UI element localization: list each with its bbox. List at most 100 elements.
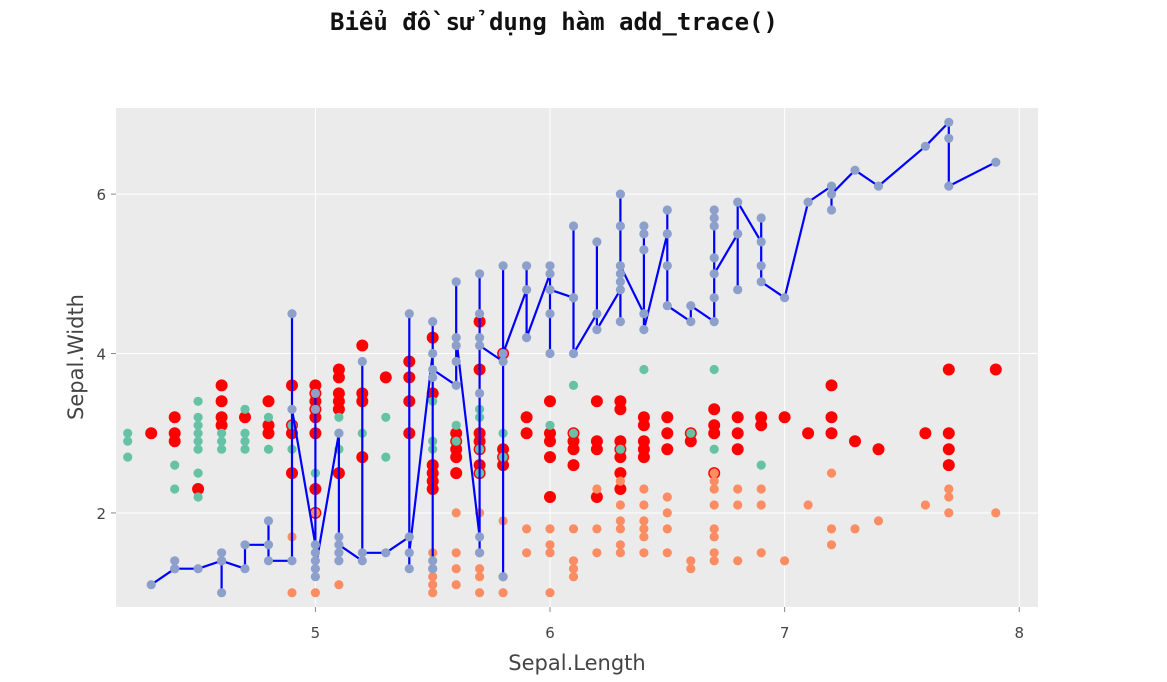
data-point: [614, 467, 627, 480]
data-point: [731, 427, 744, 440]
data-point: [545, 588, 555, 598]
data-point: [944, 181, 954, 191]
data-point: [215, 395, 228, 408]
data-point: [944, 508, 954, 518]
data-point: [357, 556, 367, 566]
data-point: [709, 205, 719, 215]
data-point: [240, 404, 250, 414]
data-point: [451, 277, 461, 287]
data-point: [146, 580, 156, 590]
data-point: [709, 548, 719, 558]
data-point: [639, 484, 649, 494]
data-point: [686, 428, 696, 438]
data-point: [873, 181, 884, 191]
data-point: [614, 483, 627, 495]
data-point: [639, 309, 649, 319]
data-point: [451, 380, 461, 390]
data-point: [192, 483, 205, 495]
data-point: [708, 403, 721, 416]
data-point: [920, 500, 931, 510]
data-point: [639, 500, 649, 510]
data-point: [451, 420, 461, 430]
data-point: [332, 387, 345, 400]
data-point: [567, 459, 580, 472]
data-point: [193, 428, 203, 438]
data-point: [522, 261, 532, 271]
y-tick-label: 2: [96, 505, 106, 523]
data-point: [780, 293, 790, 303]
data-point: [639, 524, 649, 534]
data-point: [451, 436, 461, 446]
data-point: [756, 213, 766, 223]
data-point: [379, 371, 392, 384]
data-point: [193, 420, 203, 430]
data-point: [615, 277, 626, 287]
data-point: [637, 435, 650, 448]
data-point: [451, 508, 461, 518]
data-point: [217, 556, 227, 566]
data-point: [193, 468, 203, 478]
data-point: [615, 221, 626, 231]
data-point: [334, 580, 344, 590]
data-point: [217, 548, 227, 558]
data-point: [404, 532, 414, 542]
data-point: [826, 540, 837, 550]
data-point: [568, 293, 579, 303]
data-point: [803, 500, 813, 510]
data-point: [756, 261, 766, 271]
data-point: [639, 325, 649, 335]
data-point: [944, 133, 954, 143]
data-point: [498, 348, 508, 359]
data-point: [168, 411, 181, 424]
data-point: [240, 436, 250, 446]
data-point: [170, 564, 180, 574]
data-point: [615, 269, 626, 279]
data-point: [686, 301, 696, 311]
x-tick-label: 7: [780, 624, 790, 642]
plot-background: [116, 108, 1038, 607]
data-point: [544, 451, 556, 464]
data-point: [263, 540, 274, 550]
data-point: [803, 197, 813, 207]
data-point: [310, 388, 320, 398]
y-axis-title: Sepal.Width: [64, 294, 88, 420]
series-3: [146, 117, 1001, 598]
data-point: [615, 540, 626, 550]
data-point: [217, 436, 227, 446]
data-point: [709, 221, 719, 231]
data-point: [450, 467, 463, 480]
data-point: [639, 221, 649, 231]
data-point: [944, 117, 954, 127]
data-point: [733, 484, 743, 494]
y-tick-label: 6: [96, 186, 106, 204]
data-point: [731, 443, 744, 456]
data-point: [545, 348, 555, 359]
data-point: [475, 572, 485, 582]
data-point: [733, 556, 743, 566]
data-point: [522, 524, 532, 534]
data-point: [239, 411, 251, 424]
data-point: [708, 419, 721, 432]
y-tick-label: 4: [96, 346, 106, 364]
x-tick-label: 6: [545, 624, 555, 642]
data-point: [991, 508, 1001, 518]
tick-labels: 5 6 7 8 2 4 6: [96, 186, 1024, 642]
data-point: [919, 427, 932, 440]
data-point: [170, 484, 180, 494]
data-point: [825, 411, 838, 424]
data-point: [520, 411, 533, 424]
data-point: [145, 427, 158, 440]
data-point: [639, 229, 649, 239]
data-point: [733, 500, 743, 510]
data-point: [825, 427, 838, 440]
data-point: [310, 572, 320, 582]
data-point: [217, 428, 227, 438]
data-point: [592, 237, 602, 247]
data-point: [404, 564, 414, 574]
data-point: [545, 269, 555, 279]
data-point: [522, 548, 532, 558]
data-point: [287, 588, 297, 598]
data-point: [263, 412, 274, 422]
data-point: [639, 532, 649, 542]
data-point: [545, 524, 555, 534]
